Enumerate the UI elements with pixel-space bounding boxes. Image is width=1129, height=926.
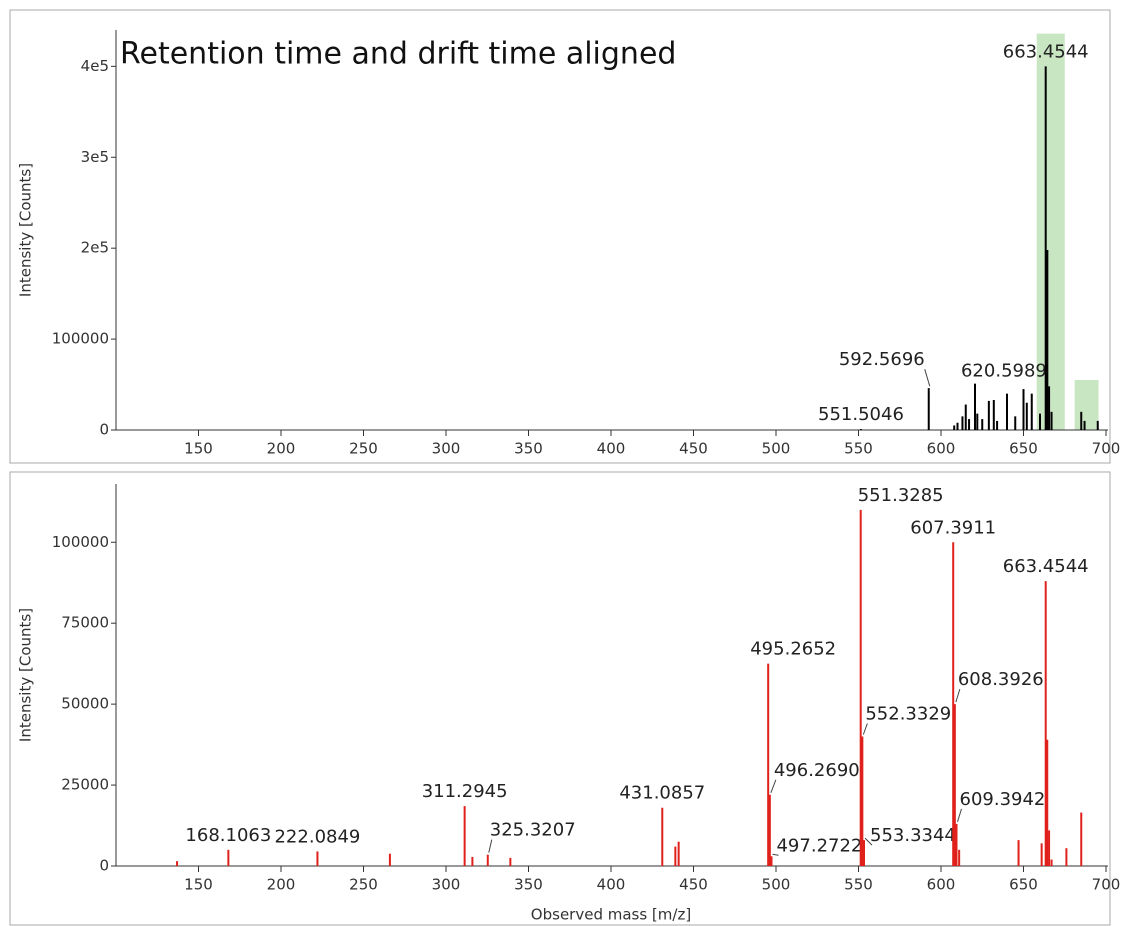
x-tick-label: 450 [679, 876, 708, 894]
x-tick-label: 500 [762, 876, 791, 894]
peak-label: 325.3207 [490, 820, 576, 841]
chart-title: Retention time and drift time aligned [120, 37, 676, 72]
leader-line [957, 808, 962, 823]
x-tick-label: 550 [844, 440, 873, 458]
x-tick-label: 550 [844, 876, 873, 894]
peak-label: 168.1063 [185, 825, 271, 846]
x-tick-label: 650 [1009, 440, 1038, 458]
peak-label: 496.2690 [774, 760, 860, 781]
x-tick-label: 450 [679, 440, 708, 458]
peak-label: 497.2722 [776, 835, 862, 856]
panel-frame [9, 471, 1111, 926]
x-axis-label: Observed mass [m/z] [531, 906, 691, 924]
y-axis-label: Intensity [Counts] [17, 163, 35, 297]
x-tick-label: 250 [349, 876, 378, 894]
highlight-band [1036, 33, 1065, 431]
y-tick-label: 3e5 [81, 148, 109, 166]
peak-label: 551.3285 [858, 485, 944, 506]
peak-label: 311.2945 [422, 781, 508, 802]
peak-label: 592.5696 [839, 349, 925, 370]
x-tick-label: 700 [1092, 440, 1121, 458]
x-tick-label: 600 [927, 440, 956, 458]
y-tick-label: 0 [99, 421, 109, 439]
peak-label: 222.0849 [274, 826, 360, 847]
x-tick-label: 400 [597, 876, 626, 894]
y-tick-label: 4e5 [81, 57, 109, 75]
x-tick-label: 200 [267, 440, 296, 458]
peak-label: 553.3344 [870, 825, 956, 846]
x-tick-label: 300 [432, 440, 461, 458]
x-tick-label: 650 [1009, 876, 1038, 894]
x-tick-label: 600 [927, 876, 956, 894]
leader-line [488, 839, 493, 853]
y-tick-label: 0 [99, 857, 109, 875]
peak-label: 663.4544 [1003, 41, 1089, 62]
peak-label: 431.0857 [619, 783, 705, 804]
peak-label: 551.5046 [818, 404, 904, 425]
y-axis-label: Intensity [Counts] [17, 608, 35, 742]
peak-label: 620.5989 [961, 361, 1047, 382]
leader-line [924, 369, 931, 387]
x-tick-label: 300 [432, 876, 461, 894]
x-tick-label: 200 [267, 876, 296, 894]
y-tick-label: 100000 [52, 533, 109, 551]
x-tick-label: 700 [1092, 876, 1121, 894]
peak-label: 608.3926 [958, 669, 1044, 690]
y-tick-label: 75000 [61, 614, 109, 632]
peak-label: 495.2652 [750, 639, 836, 660]
highlight-band [1074, 380, 1099, 430]
peak-label: 552.3329 [865, 704, 951, 725]
x-tick-label: 150 [184, 440, 213, 458]
x-tick-label: 150 [184, 876, 213, 894]
y-tick-label: 100000 [52, 330, 109, 348]
x-tick-label: 250 [349, 440, 378, 458]
leader-line [772, 853, 779, 856]
x-tick-label: 350 [514, 876, 543, 894]
leader-line [864, 837, 873, 846]
x-tick-label: 500 [762, 440, 791, 458]
leader-line [770, 779, 777, 793]
peak-label: 607.3911 [910, 517, 996, 538]
leader-line [955, 688, 961, 703]
y-tick-label: 25000 [61, 776, 109, 794]
y-tick-label: 2e5 [81, 239, 109, 257]
x-tick-label: 400 [597, 440, 626, 458]
panel-frame [9, 9, 1111, 464]
leader-line [862, 723, 868, 735]
x-tick-label: 350 [514, 440, 543, 458]
peak-label: 609.3942 [960, 789, 1046, 810]
peak-label: 663.4544 [1003, 556, 1089, 577]
y-tick-label: 50000 [61, 695, 109, 713]
